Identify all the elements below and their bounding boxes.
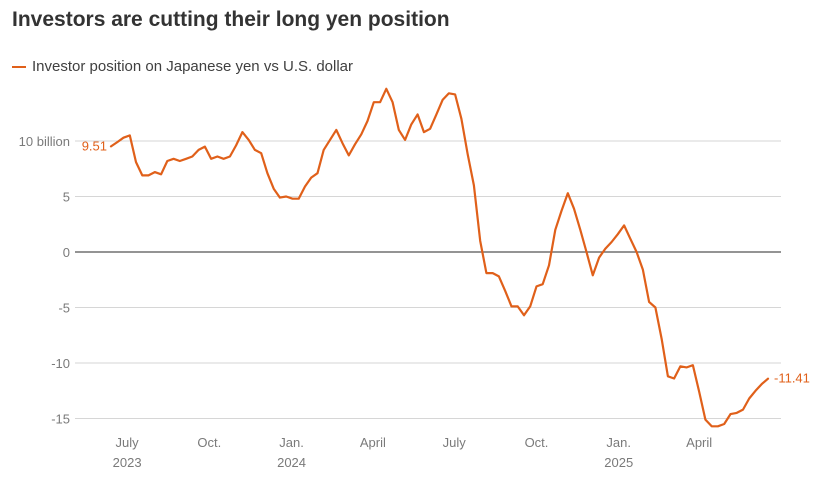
x-tick-label: July xyxy=(443,435,467,450)
end-value-label: -11.41 xyxy=(774,371,810,386)
y-tick-label: -10 xyxy=(51,356,70,371)
legend: Investor position on Japanese yen vs U.S… xyxy=(12,58,353,75)
x-tick-label: July xyxy=(116,435,140,450)
x-tick-year: 2025 xyxy=(604,455,633,470)
y-tick-label: -5 xyxy=(58,301,70,316)
y-tick-label: 10 billion xyxy=(19,134,70,149)
legend-label: Investor position on Japanese yen vs U.S… xyxy=(32,58,354,75)
x-tick-label: Oct. xyxy=(525,435,549,450)
y-tick-label: 0 xyxy=(63,245,70,260)
legend-swatch xyxy=(12,65,26,68)
chart-title: Investors are cutting their long yen pos… xyxy=(12,8,450,31)
x-tick-year: 2023 xyxy=(113,455,142,470)
x-tick-label: April xyxy=(360,435,386,450)
y-tick-label: -15 xyxy=(51,412,70,427)
x-tick-year: 2024 xyxy=(277,455,306,470)
start-value-label: 9.51 xyxy=(82,138,107,153)
series-line xyxy=(109,87,770,428)
x-tick-label: Jan. xyxy=(606,435,631,450)
x-tick-label: Oct. xyxy=(197,435,221,450)
y-tick-label: 5 xyxy=(63,190,70,205)
x-tick-label: Jan. xyxy=(279,435,304,450)
x-tick-label: April xyxy=(686,435,712,450)
